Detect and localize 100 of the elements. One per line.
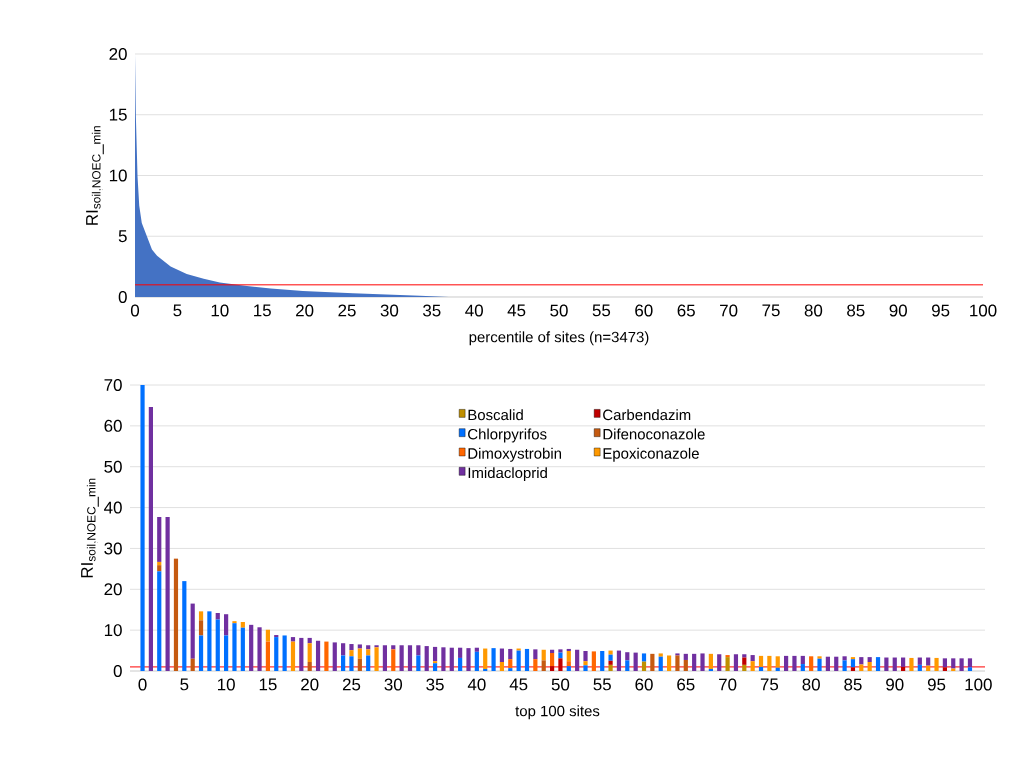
x-tick-label: 45 (509, 678, 528, 691)
bar (516, 650, 521, 671)
bar (182, 581, 187, 671)
bar (265, 629, 271, 642)
bar (775, 656, 780, 668)
x-tick-label: 70 (719, 678, 737, 691)
bar (374, 647, 379, 671)
legend-label: Carbendazim (603, 409, 691, 421)
bar (399, 645, 404, 671)
bar (742, 657, 747, 665)
bar (349, 644, 354, 651)
bar (232, 623, 237, 671)
bar (157, 516, 162, 562)
bar (792, 655, 797, 671)
bar (834, 656, 839, 671)
bar (566, 661, 571, 667)
x-axis-title: percentile of sites (n=3473) (469, 331, 649, 346)
y-tick-label: 15 (109, 108, 127, 121)
bar (198, 611, 204, 621)
y-axis-title: $\mathrm{RI}_{\mathrm{soil,NOEC\_min}}$ (81, 478, 99, 578)
bar (349, 656, 354, 671)
x-tick-label: 50 (550, 304, 568, 317)
bar (458, 647, 463, 658)
bar (466, 648, 471, 671)
bar (357, 644, 362, 649)
bar (675, 655, 680, 671)
bar (600, 650, 605, 671)
bar (165, 516, 170, 671)
bar (366, 649, 371, 656)
bar (374, 645, 379, 648)
bar (767, 655, 772, 671)
bar (449, 647, 454, 671)
y-axis-title: $\mathrm{RI}_{\mathrm{soil,NOEC\_min}}$ (86, 126, 104, 225)
x-tick-label: 35 (426, 678, 444, 691)
bar (859, 664, 864, 671)
bar (942, 667, 947, 671)
x-tick-label: 20 (296, 304, 314, 317)
bar (173, 558, 179, 671)
bar (583, 661, 588, 666)
bar (901, 657, 906, 667)
y-tick-label: 5 (118, 230, 127, 243)
x-tick-label: 10 (217, 678, 235, 691)
x-tick-label: 85 (847, 304, 865, 317)
bar (533, 649, 538, 660)
x-tick-label: 95 (927, 678, 946, 691)
bar (432, 646, 438, 662)
x-tick-label: 70 (720, 304, 738, 317)
x-tick-label: 55 (592, 304, 611, 317)
x-axis-title: top 100 sites (515, 705, 600, 720)
bar (249, 624, 254, 671)
bar (491, 648, 496, 671)
y-tick-label: 10 (104, 624, 122, 637)
bar (499, 648, 505, 663)
bar (625, 652, 630, 661)
bar (566, 666, 571, 671)
x-tick-label: 65 (677, 304, 695, 317)
bar (341, 643, 346, 656)
x-tick-label: 100 (965, 678, 992, 691)
legend-label: Difenoconazole (603, 428, 705, 440)
bar (658, 656, 663, 671)
x-tick-label: 35 (423, 304, 441, 317)
bar (391, 645, 396, 650)
x-tick-label: 30 (380, 304, 399, 317)
y-tick-label: 10 (109, 169, 127, 182)
bar (307, 662, 312, 671)
bar (474, 647, 479, 652)
bar (658, 653, 663, 657)
bar (608, 654, 613, 661)
y-tick-label: 0 (118, 291, 127, 303)
x-tick-label: 15 (259, 678, 277, 691)
x-tick-label: 5 (173, 304, 182, 317)
bar (817, 656, 822, 659)
y-tick-label: 70 (104, 379, 122, 391)
x-tick-label: 60 (635, 304, 653, 317)
bar (725, 657, 730, 671)
x-tick-label: 30 (384, 678, 403, 691)
bar (867, 662, 872, 671)
bar (917, 664, 922, 671)
x-tick-label: 90 (889, 304, 907, 317)
y-tick-label: 60 (104, 419, 122, 432)
bar (666, 655, 672, 671)
bar (683, 653, 688, 660)
y-tick-label: 50 (104, 460, 122, 473)
bar (641, 653, 647, 662)
bar (508, 648, 513, 660)
bar (424, 646, 429, 671)
bar (224, 635, 229, 671)
bar (382, 645, 388, 671)
x-tick-label: 100 (970, 304, 997, 317)
bar (725, 655, 730, 658)
x-tick-label: 75 (760, 678, 779, 691)
bar (951, 658, 956, 669)
bar (416, 645, 421, 656)
bar (616, 650, 622, 671)
bar (633, 652, 638, 671)
bar (157, 571, 162, 671)
bar (541, 660, 546, 671)
bar (583, 665, 588, 671)
legend-label: Chlorpyrifos (468, 428, 547, 443)
bar (967, 658, 973, 668)
